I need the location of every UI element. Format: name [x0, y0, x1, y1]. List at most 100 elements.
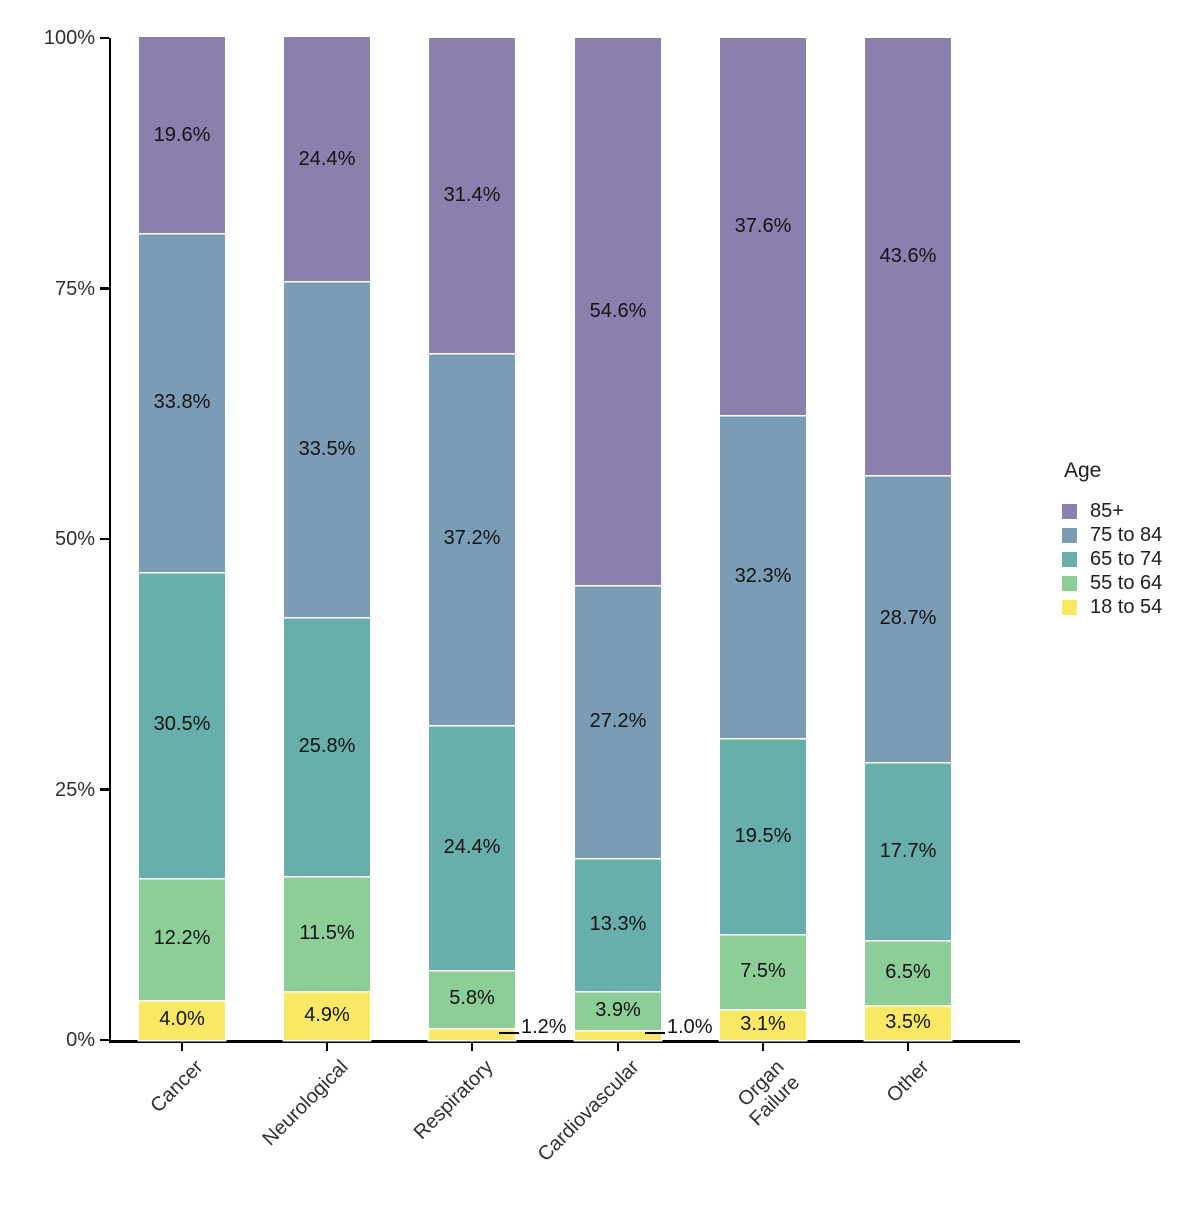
legend-item: 65 to 74: [1062, 547, 1200, 571]
bar-segment-label: 30.5%: [153, 713, 211, 736]
legend-item: 55 to 64: [1062, 571, 1200, 595]
label-leader-line: [499, 1032, 519, 1034]
bar-segment-label: 3.1%: [740, 1012, 786, 1035]
bar-segment: 4.9%: [284, 990, 370, 1040]
bar-segment-label: 32.3%: [734, 565, 792, 588]
bar-segment: 4.0%: [139, 999, 225, 1040]
bar-segment-outside-label: 1.2%: [521, 1016, 567, 1038]
label-leader-line: [645, 1032, 665, 1034]
legend-swatch: [1062, 575, 1077, 591]
legend-swatch: [1062, 503, 1077, 519]
bar-segment-label: 6.5%: [885, 960, 931, 983]
bar-segment: 27.2%: [575, 585, 661, 858]
bar-segment-label: 19.5%: [734, 824, 792, 847]
y-tick: [100, 36, 109, 40]
bar-segment: 37.6%: [720, 38, 806, 415]
x-tick: [470, 1042, 474, 1051]
x-axis-category-label: Neurological: [258, 1056, 353, 1151]
y-tick-label: 75%: [54, 277, 95, 300]
bar-segment: 25.8%: [284, 617, 370, 876]
legend-swatch: [1062, 527, 1077, 543]
bar-segment-label: 5.8%: [449, 987, 495, 1010]
x-tick: [761, 1042, 765, 1051]
x-axis-line: [108, 1040, 1020, 1043]
legend-item-label: 85+: [1090, 500, 1124, 522]
bar-segment-label: 19.6%: [153, 123, 211, 146]
y-axis-line: [108, 38, 111, 1043]
y-tick-label: 0%: [66, 1029, 95, 1051]
bar-segment-label: 12.2%: [153, 927, 211, 950]
bar-segment-label: 4.0%: [159, 1008, 205, 1031]
bar-segment: 28.7%: [865, 474, 951, 763]
bar-segment-label: 37.2%: [443, 527, 501, 550]
legend-item: 75 to 84: [1062, 523, 1200, 547]
bar-segment: 17.7%: [865, 762, 951, 940]
legend: Age 85+ 75 to 84 65 to 74 55 to 64 18 to 54: [1062, 459, 1200, 619]
bar-segment-label: 17.7%: [879, 839, 937, 862]
legend-swatch: [1062, 551, 1077, 567]
bar-segment-label: 28.7%: [879, 607, 937, 630]
bar-segment-label: 43.6%: [879, 244, 937, 267]
bar-segment-label: 27.2%: [589, 709, 647, 732]
bar-segment: 5.8%: [429, 969, 515, 1028]
legend-title: Age: [1064, 459, 1102, 482]
y-tick: [100, 287, 109, 290]
bar-segment: 33.8%: [139, 233, 225, 573]
legend-swatch: [1062, 599, 1077, 615]
bar-segment-label: 3.5%: [885, 1010, 931, 1033]
y-tick: [100, 788, 109, 791]
bar-segment-label: 3.9%: [595, 998, 641, 1021]
bar-segment: 43.6%: [865, 38, 951, 475]
bar-segment: 3.9%: [575, 990, 661, 1030]
x-tick: [906, 1042, 910, 1051]
y-tick-label: 25%: [54, 778, 95, 801]
y-tick-label: 50%: [54, 528, 95, 550]
bar-segment: 30.5%: [139, 572, 225, 878]
x-axis-category-label: Respiratory: [409, 1056, 498, 1144]
bar-segment-outside-label: 1.0%: [667, 1016, 713, 1038]
legend-item: 85+: [1062, 499, 1200, 523]
bar-segment: [575, 1029, 661, 1040]
bar-segment-label: 24.4%: [298, 147, 356, 170]
x-tick: [616, 1042, 620, 1051]
bar-segment: 6.5%: [865, 939, 951, 1005]
bar-segment: 31.4%: [429, 38, 515, 353]
bar-segment: 3.5%: [865, 1004, 951, 1040]
bar-segment-label: 13.3%: [589, 912, 647, 935]
x-axis-category-label: Cardiovascular: [533, 1056, 644, 1166]
bar-segment: 13.3%: [575, 857, 661, 991]
bar-segment-label: 7.5%: [740, 959, 786, 982]
x-tick: [325, 1042, 329, 1051]
legend-item-label: 55 to 64: [1090, 572, 1163, 594]
legend-item: 18 to 54: [1062, 595, 1200, 619]
bar-segment: 24.4%: [284, 36, 370, 282]
bar-segment-label: 37.6%: [734, 214, 792, 237]
bar-segment-label: 11.5%: [299, 921, 355, 944]
bar-segment-label: 33.8%: [153, 391, 211, 414]
legend-item-label: 65 to 74: [1090, 548, 1163, 570]
x-axis-category-label: Organ Failure: [733, 1056, 805, 1131]
legend-items: 85+ 75 to 84 65 to 74 55 to 64 18 to 54: [1062, 499, 1200, 619]
bar-segment: 54.6%: [575, 38, 661, 586]
x-axis-category-label: Cancer: [146, 1056, 208, 1118]
bar-segment: 37.2%: [429, 352, 515, 726]
y-tick-label: 100%: [43, 27, 95, 49]
bar-segment: 11.5%: [284, 875, 370, 991]
bar-segment-label: 33.5%: [298, 437, 356, 460]
y-tick: [100, 1038, 109, 1042]
legend-item-label: 75 to 84: [1090, 524, 1163, 546]
bar-segment-label: 4.9%: [304, 1003, 350, 1026]
bar-segment-label: 24.4%: [443, 836, 501, 859]
bar-segment-label: 54.6%: [589, 300, 647, 323]
bar-segment: 19.5%: [720, 738, 806, 934]
x-tick: [180, 1042, 184, 1051]
y-tick: [100, 537, 109, 541]
bar-segment: 12.2%: [139, 877, 225, 1000]
bar-segment: 7.5%: [720, 933, 806, 1009]
bar-segment: 32.3%: [720, 414, 806, 739]
